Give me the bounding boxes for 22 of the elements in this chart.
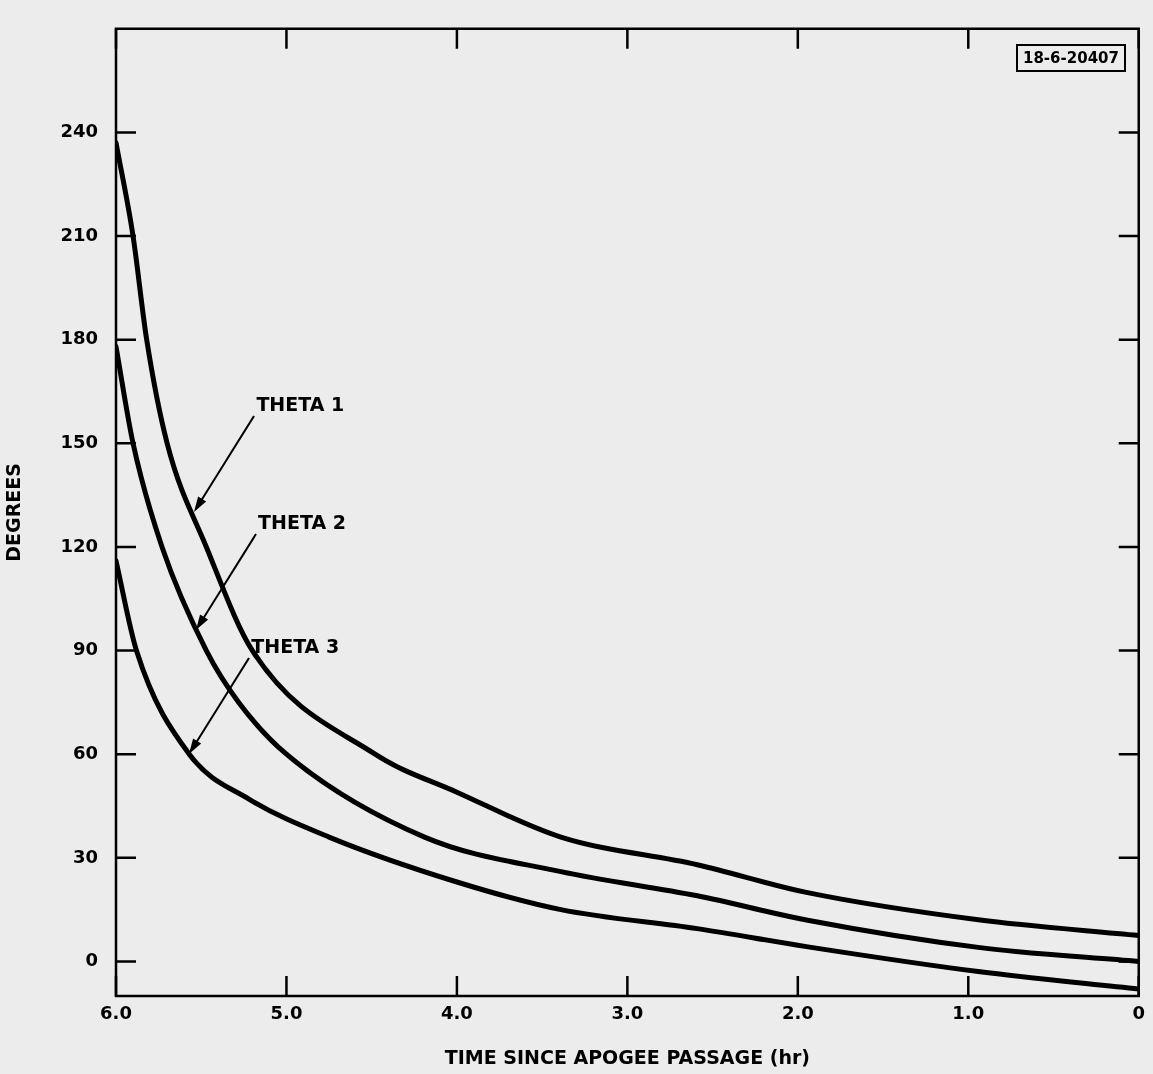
y-tick-label: 90 bbox=[72, 638, 98, 660]
x-tick-label: 3.0 bbox=[611, 1002, 644, 1024]
x-tick-label: 1.0 bbox=[952, 1002, 985, 1024]
y-tick-label: 0 bbox=[85, 949, 98, 971]
y-axis-title: DEGREES bbox=[2, 463, 25, 562]
y-tick-label: 120 bbox=[60, 534, 98, 556]
annotation: THETA 3 bbox=[251, 635, 340, 658]
y-tick-label: 210 bbox=[60, 223, 98, 245]
y-tick-label: 240 bbox=[60, 120, 98, 142]
x-axis-title: TIME SINCE APOGEE PASSAGE (hr) bbox=[444, 1045, 810, 1068]
y-tick-label: 180 bbox=[60, 327, 98, 349]
annotation: THETA 1 bbox=[256, 393, 345, 416]
x-tick-label: 6.0 bbox=[100, 1002, 132, 1024]
y-tick-label: 150 bbox=[60, 430, 98, 452]
x-tick-label: 4.0 bbox=[440, 1002, 473, 1024]
x-tick-label: 0 bbox=[1132, 1002, 1145, 1024]
y-tick-label: 60 bbox=[72, 741, 98, 763]
y-tick-label: 30 bbox=[72, 845, 98, 867]
annotation: 18-6-20407 bbox=[1016, 44, 1126, 72]
annotation: THETA 2 bbox=[258, 510, 346, 533]
x-tick-label: 5.0 bbox=[270, 1002, 303, 1024]
x-tick-label: 2.0 bbox=[781, 1002, 814, 1024]
